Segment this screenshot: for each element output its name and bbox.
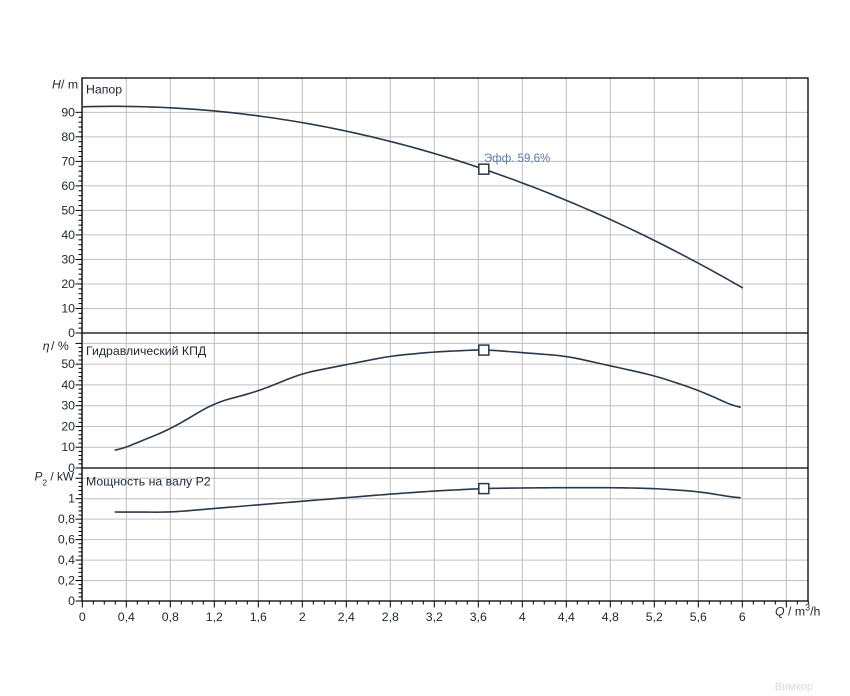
svg-text:3,6: 3,6 [470,610,487,624]
svg-text:40: 40 [61,378,75,392]
svg-text:20: 20 [61,419,75,433]
svg-text:Гидравлический КПД: Гидравлический КПД [86,344,207,358]
svg-text:η: η [43,339,50,353]
svg-text:40: 40 [61,228,75,242]
svg-text:0,8: 0,8 [162,610,179,624]
svg-text:1,2: 1,2 [206,610,223,624]
svg-text:90: 90 [61,105,75,119]
svg-text:Мощность на валу P2: Мощность на валу P2 [86,475,211,489]
svg-text:4,4: 4,4 [558,610,575,624]
svg-text:1,6: 1,6 [250,610,267,624]
svg-text:Вимкор: Вимкор [775,681,813,693]
svg-text:0,8: 0,8 [58,512,75,526]
svg-text:0: 0 [68,594,75,608]
svg-text:60: 60 [61,179,75,193]
svg-text:5,2: 5,2 [646,610,663,624]
svg-text:Эфф. 59,6%: Эфф. 59,6% [484,153,550,165]
svg-text:2: 2 [299,610,306,624]
svg-text:Q / m3/h: Q / m3/h [775,603,821,619]
svg-text:10: 10 [61,301,75,315]
svg-text:1: 1 [68,492,75,506]
svg-text:50: 50 [61,203,75,217]
svg-text:4: 4 [519,610,526,624]
svg-text:/ %: / % [51,339,69,353]
svg-text:30: 30 [61,399,75,413]
svg-text:6: 6 [739,610,746,624]
svg-text:70: 70 [61,154,75,168]
svg-text:50: 50 [61,357,75,371]
svg-text:2,4: 2,4 [338,610,355,624]
svg-text:0: 0 [79,610,86,624]
svg-text:Напор: Напор [86,83,122,97]
svg-text:0,2: 0,2 [58,574,75,588]
svg-text:30: 30 [61,252,75,266]
svg-text:/ m: / m [61,78,78,92]
svg-text:0: 0 [68,326,75,340]
svg-text:5,6: 5,6 [690,610,707,624]
svg-text:2,8: 2,8 [382,610,399,624]
svg-text:0,4: 0,4 [58,553,75,567]
svg-text:80: 80 [61,130,75,144]
svg-text:0,6: 0,6 [58,533,75,547]
svg-text:20: 20 [61,277,75,291]
svg-text:4,8: 4,8 [602,610,619,624]
svg-text:3,2: 3,2 [426,610,443,624]
svg-text:H: H [52,78,61,92]
svg-text:10: 10 [61,440,75,454]
svg-text:0,4: 0,4 [118,610,135,624]
